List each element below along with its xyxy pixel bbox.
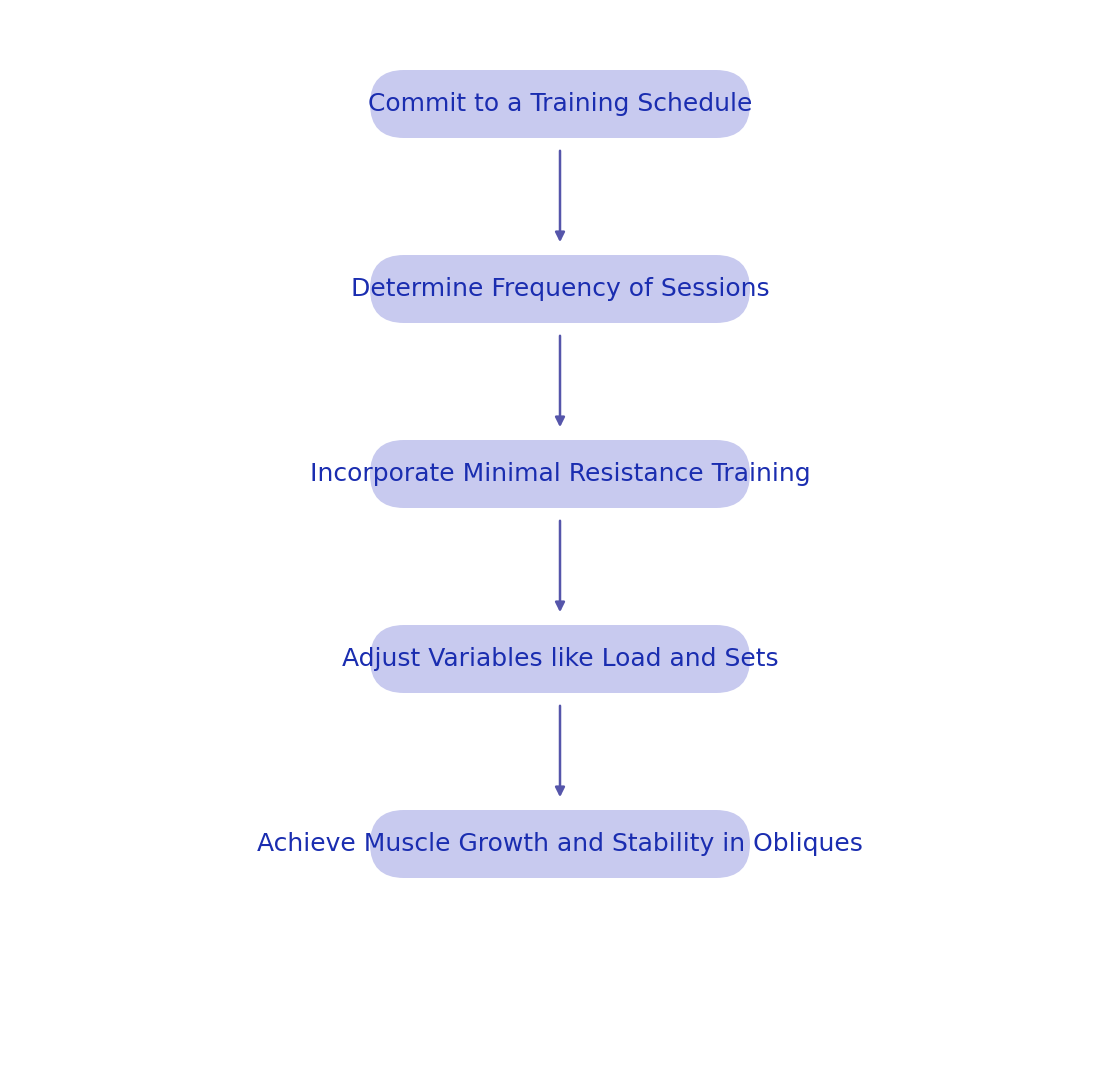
- FancyBboxPatch shape: [370, 440, 750, 508]
- FancyBboxPatch shape: [370, 70, 750, 138]
- Text: Achieve Muscle Growth and Stability in Obliques: Achieve Muscle Growth and Stability in O…: [258, 832, 862, 856]
- FancyBboxPatch shape: [370, 255, 750, 323]
- FancyBboxPatch shape: [370, 810, 750, 878]
- Text: Determine Frequency of Sessions: Determine Frequency of Sessions: [351, 276, 769, 301]
- Text: Adjust Variables like Load and Sets: Adjust Variables like Load and Sets: [342, 647, 778, 671]
- Text: Incorporate Minimal Resistance Training: Incorporate Minimal Resistance Training: [310, 462, 810, 486]
- FancyBboxPatch shape: [370, 625, 750, 693]
- Text: Commit to a Training Schedule: Commit to a Training Schedule: [367, 92, 753, 116]
